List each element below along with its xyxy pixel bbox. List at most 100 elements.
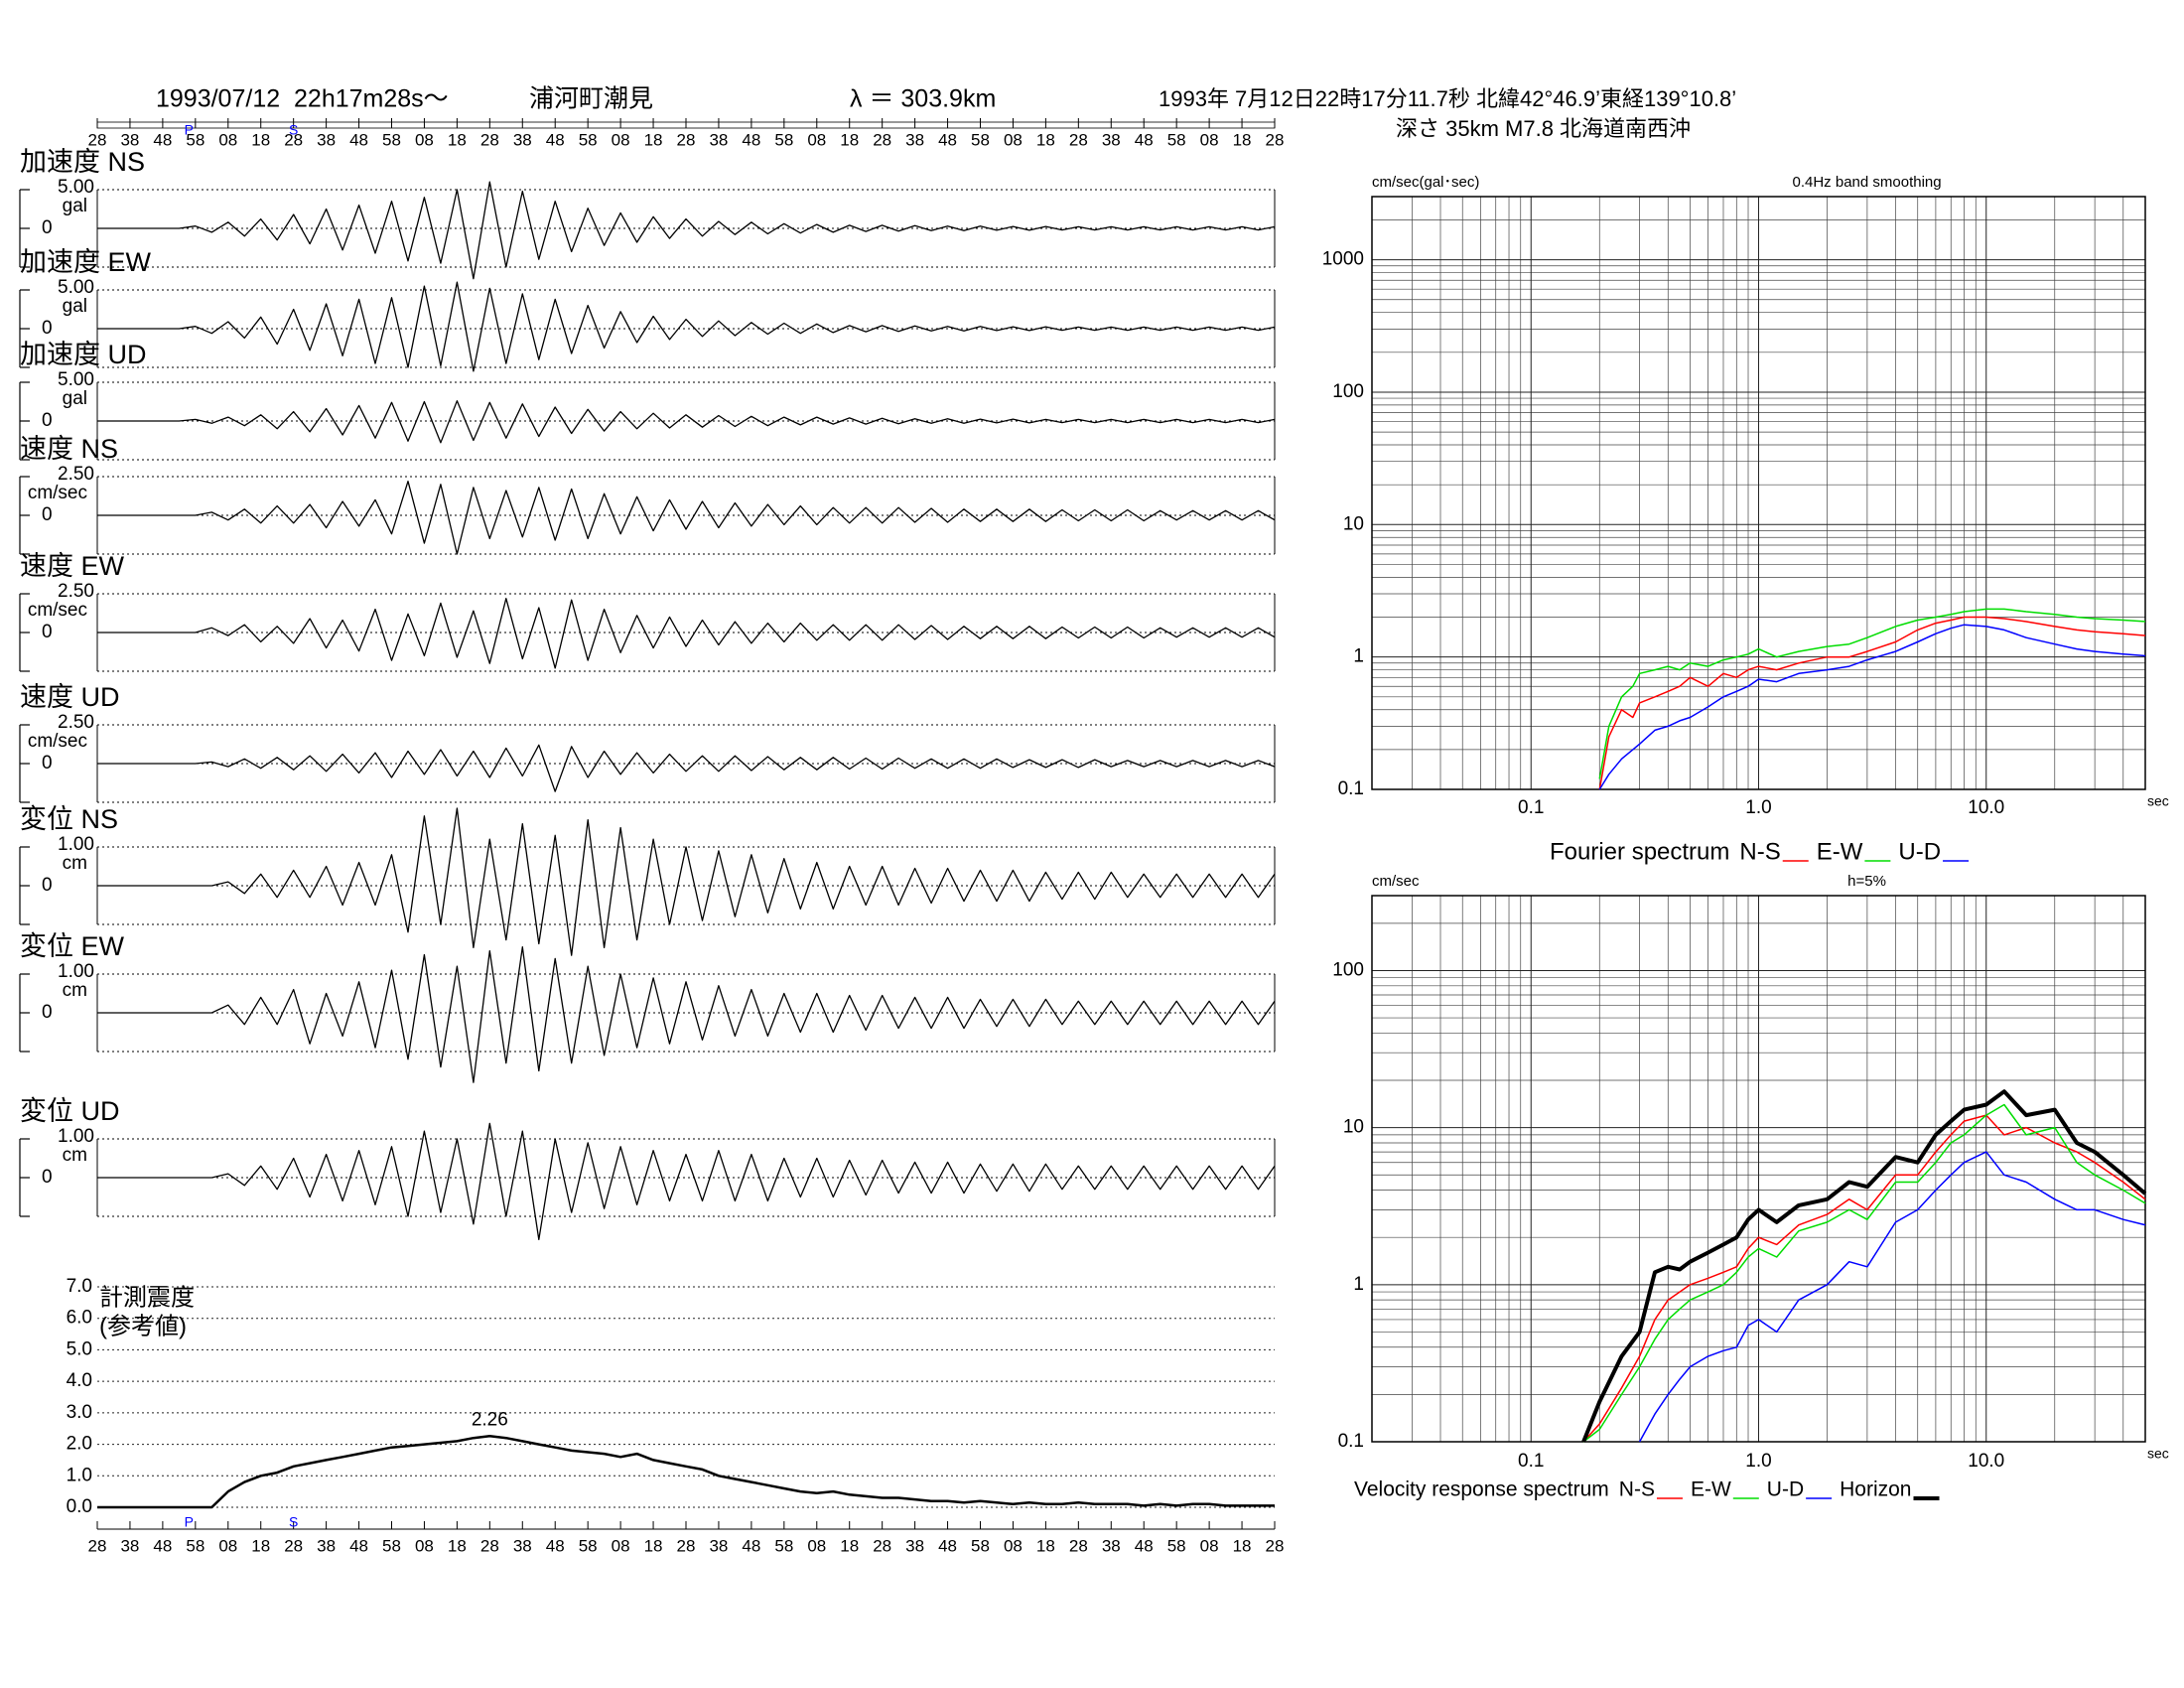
y-tick-label: 0: [42, 1002, 53, 1023]
x-tick-label: 28: [873, 130, 891, 149]
legend-label: U-D: [1898, 838, 1941, 865]
y-tick-label: 7.0: [67, 1276, 92, 1297]
x-tick-label: 18: [840, 1536, 859, 1555]
x-tick-label: 58: [382, 1536, 401, 1555]
header-station: 浦河町潮見: [529, 85, 653, 113]
legend-title: Fourier spectrum: [1550, 838, 1729, 865]
trace-label: 加速度 NS: [20, 147, 145, 177]
y-tick-label: 0: [42, 217, 53, 238]
x-unit: sec: [2147, 793, 2169, 809]
x-tick-label: 48: [742, 1536, 760, 1555]
y-tick-label: 5.00: [58, 277, 94, 298]
x-unit: sec: [2147, 1446, 2169, 1462]
x-tick-label: 08: [415, 1536, 434, 1555]
y-tick-label: 100: [1332, 959, 1364, 980]
series-line: [1598, 624, 2146, 790]
x-tick-label: 0.1: [1518, 797, 1544, 818]
x-tick-label: 28: [677, 130, 696, 149]
series-line: [97, 1435, 1275, 1509]
x-tick-label: 38: [513, 130, 532, 149]
trace-line: [97, 744, 1276, 792]
y-tick-label: 2.50: [58, 464, 94, 485]
x-tick-label: 48: [1135, 130, 1154, 149]
x-tick-label: 10.0: [1968, 797, 2004, 818]
trace-line: [97, 181, 1276, 280]
y-tick-label: 2.0: [67, 1434, 92, 1455]
y-tick-label: 1000: [1322, 249, 1364, 270]
x-tick-label: 38: [317, 130, 336, 149]
y-tick-label: 0: [42, 875, 53, 896]
x-tick-label: 38: [905, 1536, 924, 1555]
x-tick-label: 1.0: [1745, 797, 1771, 818]
x-tick-label: 48: [349, 130, 368, 149]
legend-label: Horizon: [1840, 1478, 1911, 1501]
x-tick-label: 18: [1233, 1536, 1252, 1555]
trace-label: 変位 UD: [20, 1096, 120, 1126]
x-tick-label: 18: [1233, 130, 1252, 149]
y-tick-label: 1.00: [58, 1126, 94, 1147]
y-tick-label: 5.0: [67, 1338, 92, 1359]
x-tick-label: 28: [1069, 1536, 1088, 1555]
x-tick-label: 58: [579, 1536, 598, 1555]
x-tick-label: 0.1: [1518, 1451, 1544, 1472]
phase-marker: S: [289, 1514, 298, 1530]
chart-subtitle: (参考値): [99, 1313, 187, 1339]
y-tick-label: 0.1: [1338, 1431, 1364, 1452]
x-tick-label: 28: [88, 1536, 107, 1555]
y-tick-label: 1: [1353, 646, 1364, 667]
x-tick-label: 28: [1266, 130, 1285, 149]
x-tick-label: 18: [644, 130, 663, 149]
legend-label: E-W: [1691, 1478, 1731, 1501]
x-tick-label: 08: [612, 1536, 630, 1555]
x-tick-label: 08: [1200, 130, 1219, 149]
x-tick-label: 58: [579, 130, 598, 149]
trace-line: [97, 946, 1276, 1083]
trace-unit: gal: [63, 296, 87, 317]
trace-label: 速度 UD: [20, 682, 120, 712]
x-tick-label: 58: [971, 130, 990, 149]
y-tick-label: 0: [42, 504, 53, 525]
x-tick-label: 48: [153, 1536, 172, 1555]
y-tick-label: 2.50: [58, 581, 94, 602]
y-tick-label: 0: [42, 410, 53, 431]
y-tick-label: 5.00: [58, 369, 94, 390]
x-tick-label: 28: [88, 130, 107, 149]
x-tick-label: 18: [448, 130, 467, 149]
x-tick-label: 08: [1200, 1536, 1219, 1555]
legend-title: Velocity response spectrum: [1354, 1478, 1609, 1501]
y-tick-label: 10: [1343, 513, 1364, 534]
trace-line: [97, 481, 1276, 555]
chart-subtitle: h=5%: [1847, 873, 1886, 890]
x-tick-label: 28: [1069, 130, 1088, 149]
x-tick-label: 58: [774, 1536, 793, 1555]
x-tick-label: 48: [938, 130, 957, 149]
series-line: [1638, 1151, 2146, 1443]
legend-label: N-S: [1619, 1478, 1655, 1501]
x-tick-label: 28: [284, 130, 303, 149]
x-tick-label: 48: [546, 130, 565, 149]
trace-unit: gal: [63, 388, 87, 409]
trace-unit: cm: [63, 1145, 87, 1166]
trace-unit: gal: [63, 196, 87, 216]
legend-label: U-D: [1767, 1478, 1804, 1501]
x-tick-label: 38: [1102, 130, 1121, 149]
x-tick-label: 28: [480, 130, 499, 149]
x-tick-label: 18: [1036, 1536, 1055, 1555]
x-tick-label: 58: [1167, 130, 1186, 149]
y-tick-label: 5.00: [58, 177, 94, 198]
x-tick-label: 38: [120, 130, 139, 149]
trace-label: 変位 EW: [20, 931, 125, 961]
x-tick-label: 38: [317, 1536, 336, 1555]
series-line: [1598, 608, 2146, 779]
trace-line: [97, 400, 1276, 444]
x-tick-label: 58: [382, 130, 401, 149]
y-tick-label: 0.1: [1338, 778, 1364, 799]
x-tick-label: 38: [120, 1536, 139, 1555]
x-tick-label: 08: [218, 130, 237, 149]
y-tick-label: 0.0: [67, 1496, 92, 1517]
trace-line: [97, 807, 1276, 956]
y-axis-label: cm/sec: [1372, 873, 1420, 890]
